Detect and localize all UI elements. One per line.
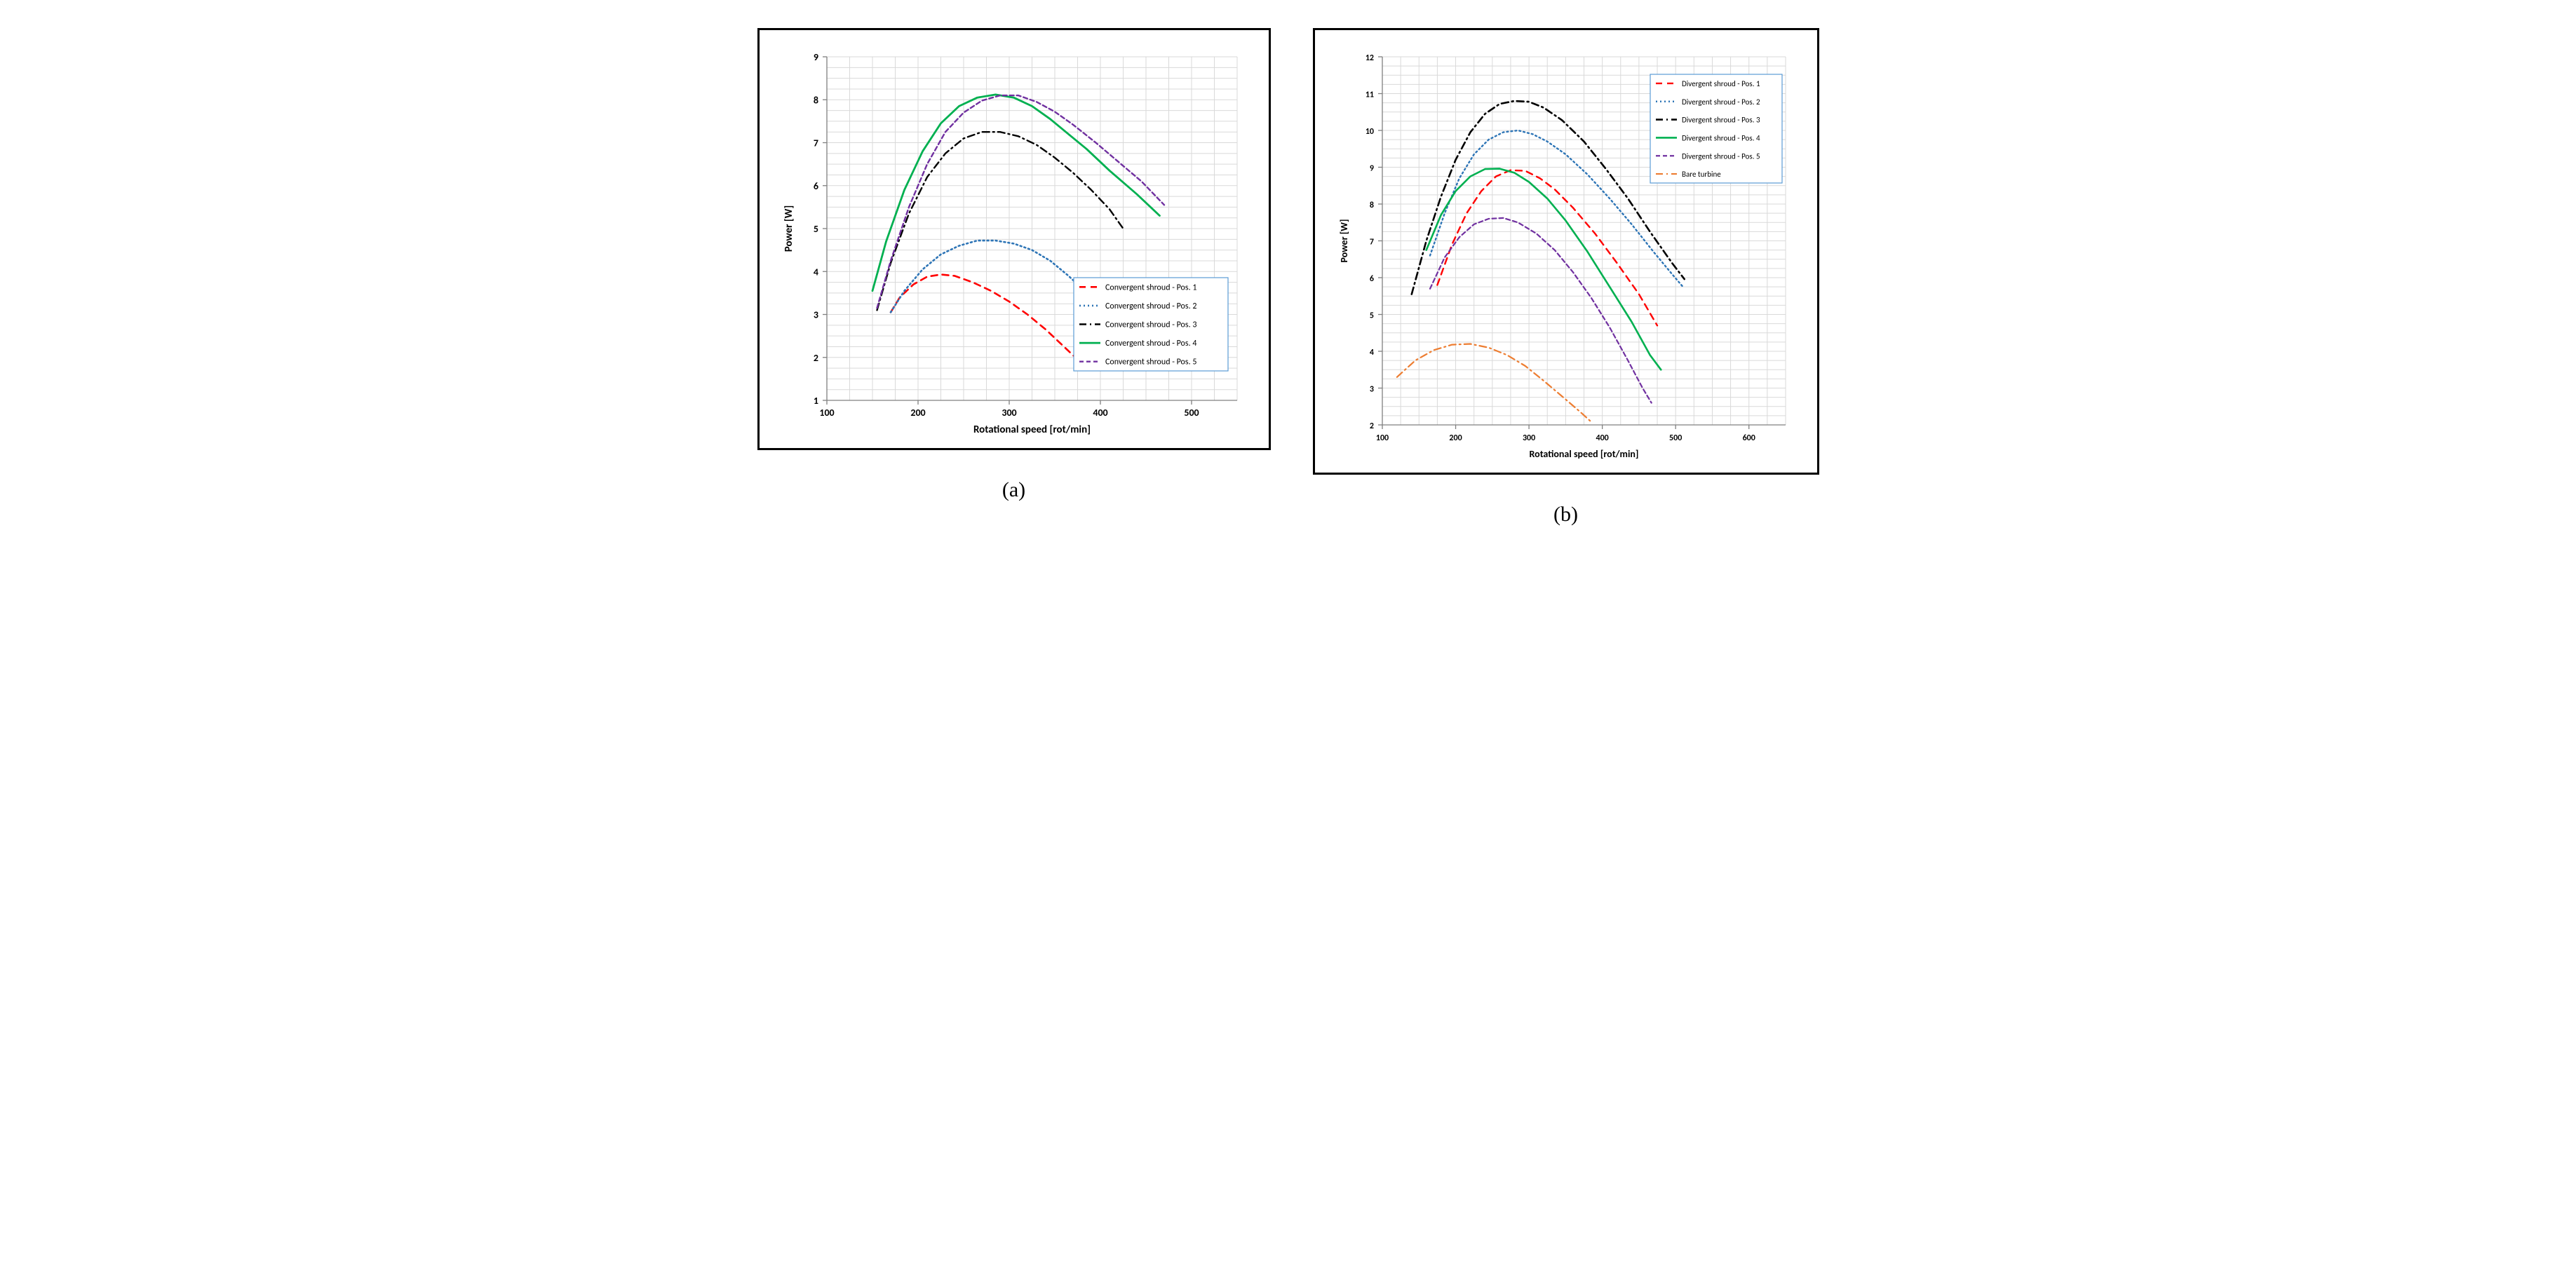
y-tick-label: 9 [1369, 164, 1373, 174]
y-tick-label: 8 [813, 94, 818, 106]
x-axis-label: Rotational speed [rot/min] [1529, 448, 1638, 460]
y-tick-label: 5 [813, 223, 818, 235]
legend-label: Divergent shroud - Pos. 1 [1682, 79, 1760, 88]
legend-label: Divergent shroud - Pos. 5 [1682, 151, 1760, 161]
legend-label: Divergent shroud - Pos. 2 [1682, 97, 1760, 107]
y-axis-label: Power [W] [783, 205, 795, 252]
legend-label: Divergent shroud - Pos. 3 [1682, 116, 1760, 125]
y-tick-label: 2 [813, 352, 818, 364]
legend: Divergent shroud - Pos. 1 Divergent shrou… [1650, 74, 1782, 183]
legend-label: Convergent shroud - Pos. 4 [1105, 339, 1196, 348]
panel: 100 200 300 400 500 1 2 3 4 5 6 7 8 9 Rotational speed… [757, 28, 1271, 502]
chart-frame: 100 200 300 400 500 1 2 3 4 5 6 7 8 9 Rotational speed… [757, 28, 1271, 450]
y-tick-label: 8 [1369, 201, 1373, 210]
x-tick-label: 100 [1375, 433, 1388, 443]
figure-row: 100200300400500123456789Rotational speed… [28, 28, 2548, 527]
y-tick-label: 4 [1369, 348, 1373, 358]
x-tick-label: 400 [1596, 433, 1608, 443]
y-tick-label: 6 [813, 180, 818, 192]
y-tick-label: 7 [813, 137, 818, 149]
legend-label: Convergent shroud - Pos. 1 [1105, 283, 1196, 292]
y-tick-label: 7 [1369, 238, 1373, 248]
y-tick-label: 6 [1369, 274, 1373, 284]
x-tick-label: 500 [1669, 433, 1682, 443]
y-tick-label: 4 [813, 266, 818, 278]
legend-label: Convergent shroud - Pos. 5 [1105, 358, 1196, 367]
y-tick-label: 10 [1365, 127, 1373, 137]
legend-label: Divergent shroud - Pos. 4 [1682, 133, 1760, 142]
y-tick-label: 11 [1365, 90, 1373, 100]
x-tick-label: 300 [1002, 407, 1016, 419]
chart: 100 200 300 400 500 1 2 3 4 5 6 7 8 9 Rotational speed… [772, 43, 1256, 435]
x-tick-label: 100 [819, 407, 834, 419]
chart-frame: 100 200 300 400 500 600 2 3 4 5 6 7 8 9 10 11 12 Rotation… [1313, 28, 1819, 475]
panel-caption: (b) [1553, 503, 1578, 527]
y-tick-label: 3 [1369, 385, 1373, 395]
x-tick-label: 500 [1184, 407, 1199, 419]
y-tick-label: 5 [1369, 311, 1373, 321]
chart: 100 200 300 400 500 600 2 3 4 5 6 7 8 9 10 11 12 Rotation… [1328, 43, 1805, 460]
y-tick-label: 12 [1365, 53, 1373, 63]
x-tick-label: 300 [1522, 433, 1535, 443]
x-tick-label: 600 [1742, 433, 1755, 443]
x-axis-label: Rotational speed [rot/min] [973, 423, 1090, 435]
x-tick-label: 400 [1093, 407, 1107, 419]
y-tick-label: 3 [813, 309, 818, 321]
y-tick-label: 2 [1369, 421, 1373, 431]
panel-caption: (a) [1002, 478, 1025, 502]
legend-label: Bare turbine [1682, 170, 1721, 179]
legend-label: Convergent shroud - Pos. 2 [1105, 301, 1196, 311]
y-tick-label: 1 [813, 395, 818, 407]
x-tick-label: 200 [910, 407, 925, 419]
legend: Convergent shroud - Pos. 1 Convergent shr… [1074, 278, 1228, 371]
x-tick-label: 200 [1449, 433, 1462, 443]
panel: 100 200 300 400 500 600 2 3 4 5 6 7 8 9 10 11 12 Rotation… [1313, 28, 1819, 527]
y-axis-label: Power [W] [1338, 219, 1350, 262]
legend-label: Convergent shroud - Pos. 3 [1105, 320, 1196, 330]
y-tick-label: 9 [813, 51, 818, 63]
